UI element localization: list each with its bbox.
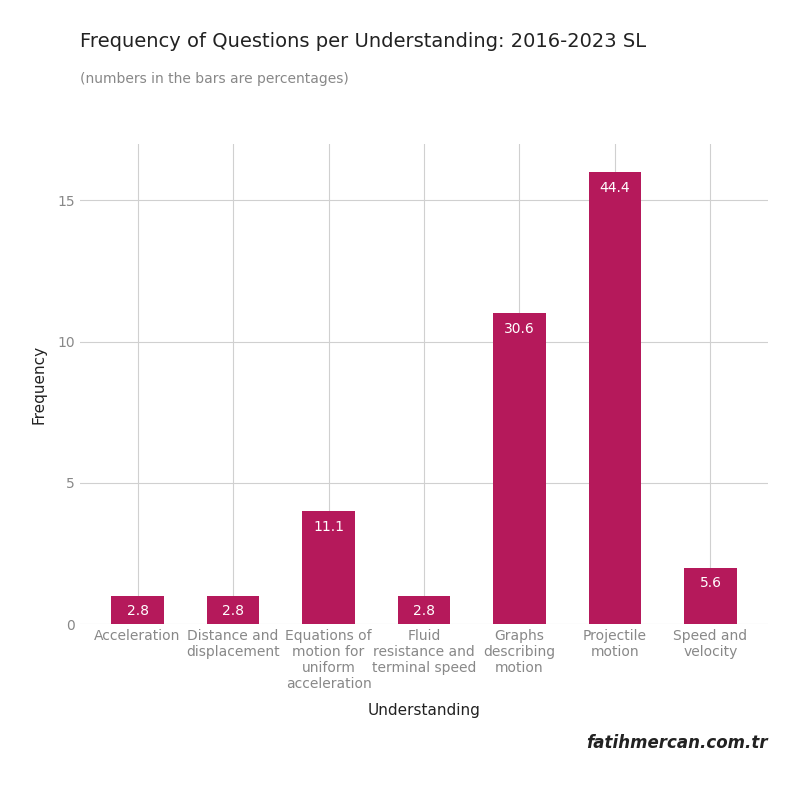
Bar [589, 172, 642, 624]
Text: fatihmercan.com.tr: fatihmercan.com.tr [586, 734, 768, 752]
Bar [398, 596, 450, 624]
Bar [302, 511, 354, 624]
Text: Frequency of Questions per Understanding: 2016-2023 SL: Frequency of Questions per Understanding… [80, 32, 646, 51]
Text: 2.8: 2.8 [413, 604, 435, 618]
X-axis label: Understanding: Understanding [367, 702, 481, 718]
Bar [111, 596, 164, 624]
Text: 2.8: 2.8 [126, 604, 149, 618]
Y-axis label: Frequency: Frequency [31, 345, 46, 423]
Bar [494, 314, 546, 624]
Bar [206, 596, 259, 624]
Text: 2.8: 2.8 [222, 604, 244, 618]
Bar [684, 567, 737, 624]
Text: 30.6: 30.6 [504, 322, 535, 336]
Text: 11.1: 11.1 [313, 519, 344, 534]
Text: 5.6: 5.6 [699, 576, 722, 590]
Text: (numbers in the bars are percentages): (numbers in the bars are percentages) [80, 72, 349, 86]
Text: 44.4: 44.4 [600, 181, 630, 194]
